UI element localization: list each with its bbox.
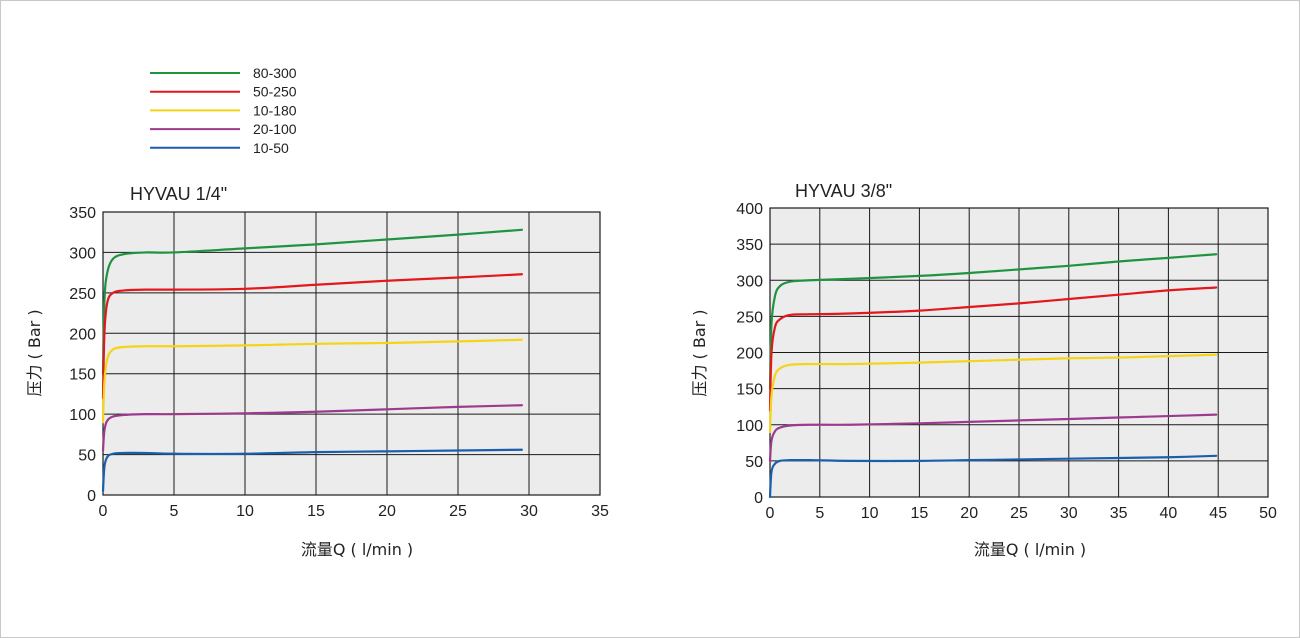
y-tick-label: 50 <box>78 448 96 465</box>
series-line-80-300 <box>768 253 1218 390</box>
plot-area <box>102 211 601 496</box>
y-tick-label: 100 <box>736 418 763 435</box>
x-tick-label: 25 <box>1010 505 1028 522</box>
y-tick-label: 0 <box>754 490 763 507</box>
y-tick-label: 350 <box>69 205 96 222</box>
series-line-20-100 <box>101 404 523 452</box>
x-tick-label: 30 <box>1060 505 1078 522</box>
series-line-10-50 <box>768 454 1218 499</box>
chart-title: HYVAU 1/4" <box>130 184 227 204</box>
y-tick-label: 200 <box>736 346 763 363</box>
chart-hyvau-1-4: 0 5 10 15 20 25 30 35050100150200250300350HYVAU… <box>25 184 609 559</box>
y-tick-label: 400 <box>736 201 763 218</box>
x-tick-label: 0 <box>766 505 775 522</box>
chart-hyvau-3-8: 0 5 10 15 20 25 30 35 40 45 50 0 50 100 150 200 250 300 35… <box>690 181 1277 559</box>
x-tick-label: 15 <box>911 505 929 522</box>
x-tick-label: 35 <box>1110 505 1128 522</box>
y-tick-label: 50 <box>745 454 763 471</box>
y-tick-label: 150 <box>69 367 96 384</box>
y-tick-label: 300 <box>69 245 96 262</box>
legend-label-2: 10-180 <box>253 102 297 118</box>
legend: 80-300 50-250 10-180 20-100 10-50 <box>150 65 297 156</box>
y-tick-label: 150 <box>736 382 763 399</box>
x-tick-label: 10 <box>861 505 879 522</box>
series-line-50-250 <box>768 286 1218 412</box>
series-line-50-250 <box>101 273 523 400</box>
x-axis-label: 流量Q ( l/min ) <box>301 540 413 559</box>
x-tick-label: 35 <box>591 503 609 520</box>
y-tick-label: 350 <box>736 237 763 254</box>
legend-label-4: 10-50 <box>253 140 289 156</box>
series-line-10-180 <box>768 353 1218 434</box>
y-axis-label: 压力 ( Bar ) <box>690 309 709 396</box>
legend-label-3: 20-100 <box>253 121 297 137</box>
x-tick-label: 25 <box>449 503 467 520</box>
x-tick-label: 50 <box>1259 505 1277 522</box>
y-tick-label: 200 <box>69 326 96 343</box>
x-tick-label: 5 <box>815 505 824 522</box>
y-tick-label: 100 <box>69 407 96 424</box>
series-line-80-300 <box>101 228 523 375</box>
x-tick-label: 0 <box>99 503 108 520</box>
chart-title: HYVAU 3/8" <box>795 181 892 201</box>
x-tick-label: 15 <box>307 503 325 520</box>
y-tick-label: 250 <box>69 286 96 303</box>
x-tick-label: 30 <box>520 503 538 520</box>
x-tick-label: 10 <box>236 503 254 520</box>
x-tick-label: 20 <box>378 503 396 520</box>
legend-label-1: 50-250 <box>253 84 297 100</box>
x-tick-label: 45 <box>1209 505 1227 522</box>
x-tick-label: 40 <box>1160 505 1178 522</box>
legend-label-0: 80-300 <box>253 65 297 81</box>
y-tick-label: 250 <box>736 309 763 326</box>
x-tick-label: 20 <box>960 505 978 522</box>
series-line-20-100 <box>768 413 1218 462</box>
series-line-10-50 <box>101 448 523 493</box>
y-axis-label: 压力 ( Bar ) <box>25 309 44 396</box>
x-axis-label: 流量Q ( l/min ) <box>974 540 1086 559</box>
series-line-10-180 <box>101 338 523 424</box>
y-tick-label: 300 <box>736 273 763 290</box>
y-tick-label: 0 <box>87 488 96 505</box>
x-tick-label: 5 <box>170 503 179 520</box>
